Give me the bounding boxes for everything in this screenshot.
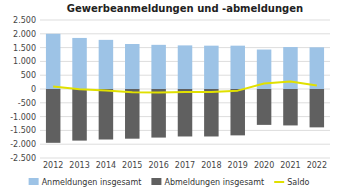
legend: Anmeldungen insgesamt Abmeldungen insgesa…: [29, 178, 310, 187]
bar: [310, 47, 325, 89]
y-tick-label: -500: [18, 99, 36, 108]
legend-item: Anmeldungen insgesamt: [29, 178, 142, 187]
title: Gewerbeanmeldungen und -abmeldungen: [67, 3, 303, 14]
bar: [310, 89, 325, 127]
bar: [125, 89, 140, 139]
bar: [151, 45, 166, 89]
y-tick-label: 2.000: [13, 30, 36, 39]
bar: [204, 89, 219, 136]
bar: [204, 46, 219, 89]
bar: [99, 89, 114, 140]
bar: [230, 46, 245, 89]
y-tick-label: 0: [31, 85, 36, 94]
y-tick-label: -2.500: [10, 154, 36, 163]
x-tick-label: 2022: [307, 161, 327, 170]
x-tick-label: 2020: [254, 161, 274, 170]
x-tick-label: 2019: [228, 161, 248, 170]
marks: [46, 34, 324, 143]
x-tick-label: 2017: [175, 161, 195, 170]
bar: [178, 45, 193, 89]
bar: [46, 89, 61, 143]
bar: [72, 89, 87, 141]
bar: [178, 89, 193, 136]
y-tick-label: -2.000: [10, 140, 36, 149]
legend-item: Saldo: [274, 178, 309, 187]
x-tick-label: 2016: [148, 161, 168, 170]
bar: [125, 44, 140, 89]
x-tick-label: 2015: [122, 161, 142, 170]
x-tick-label: 2018: [201, 161, 221, 170]
x-tick-label: 2014: [96, 161, 116, 170]
y-tick-label: 1.000: [13, 57, 36, 66]
bar: [257, 89, 272, 125]
legend-label: Saldo: [287, 178, 309, 187]
legend-item: Abmeldungen insgesamt: [151, 178, 264, 187]
legend-swatch: [274, 181, 284, 183]
x-tick-label: 2012: [43, 161, 63, 170]
grid: [40, 20, 330, 158]
y-tick-label: -1.500: [10, 126, 36, 135]
bar: [99, 40, 114, 89]
legend-label: Abmeldungen insgesamt: [164, 178, 264, 187]
bar: [230, 89, 245, 135]
legend-label: Anmeldungen insgesamt: [42, 178, 142, 187]
grid-line: [40, 144, 330, 145]
x-tick-label: 2021: [280, 161, 300, 170]
bar: [283, 89, 298, 125]
y-tick-label: -1.000: [10, 113, 36, 122]
bar: [46, 34, 61, 89]
legend-swatch: [29, 178, 39, 185]
y-tick-label: 500: [21, 71, 36, 80]
y-tick-label: 2.500: [13, 16, 36, 25]
grid-line: [40, 33, 330, 34]
chart: Gewerbeanmeldungen und -abmeldungen -2.50…: [0, 0, 338, 192]
grid-line: [40, 20, 330, 21]
x-tick-label: 2013: [69, 161, 89, 170]
legend-swatch: [151, 178, 161, 185]
bar: [151, 89, 166, 138]
bar: [72, 38, 87, 89]
grid-line: [40, 158, 330, 159]
line: [53, 82, 317, 93]
y-tick-label: 1.500: [13, 44, 36, 53]
